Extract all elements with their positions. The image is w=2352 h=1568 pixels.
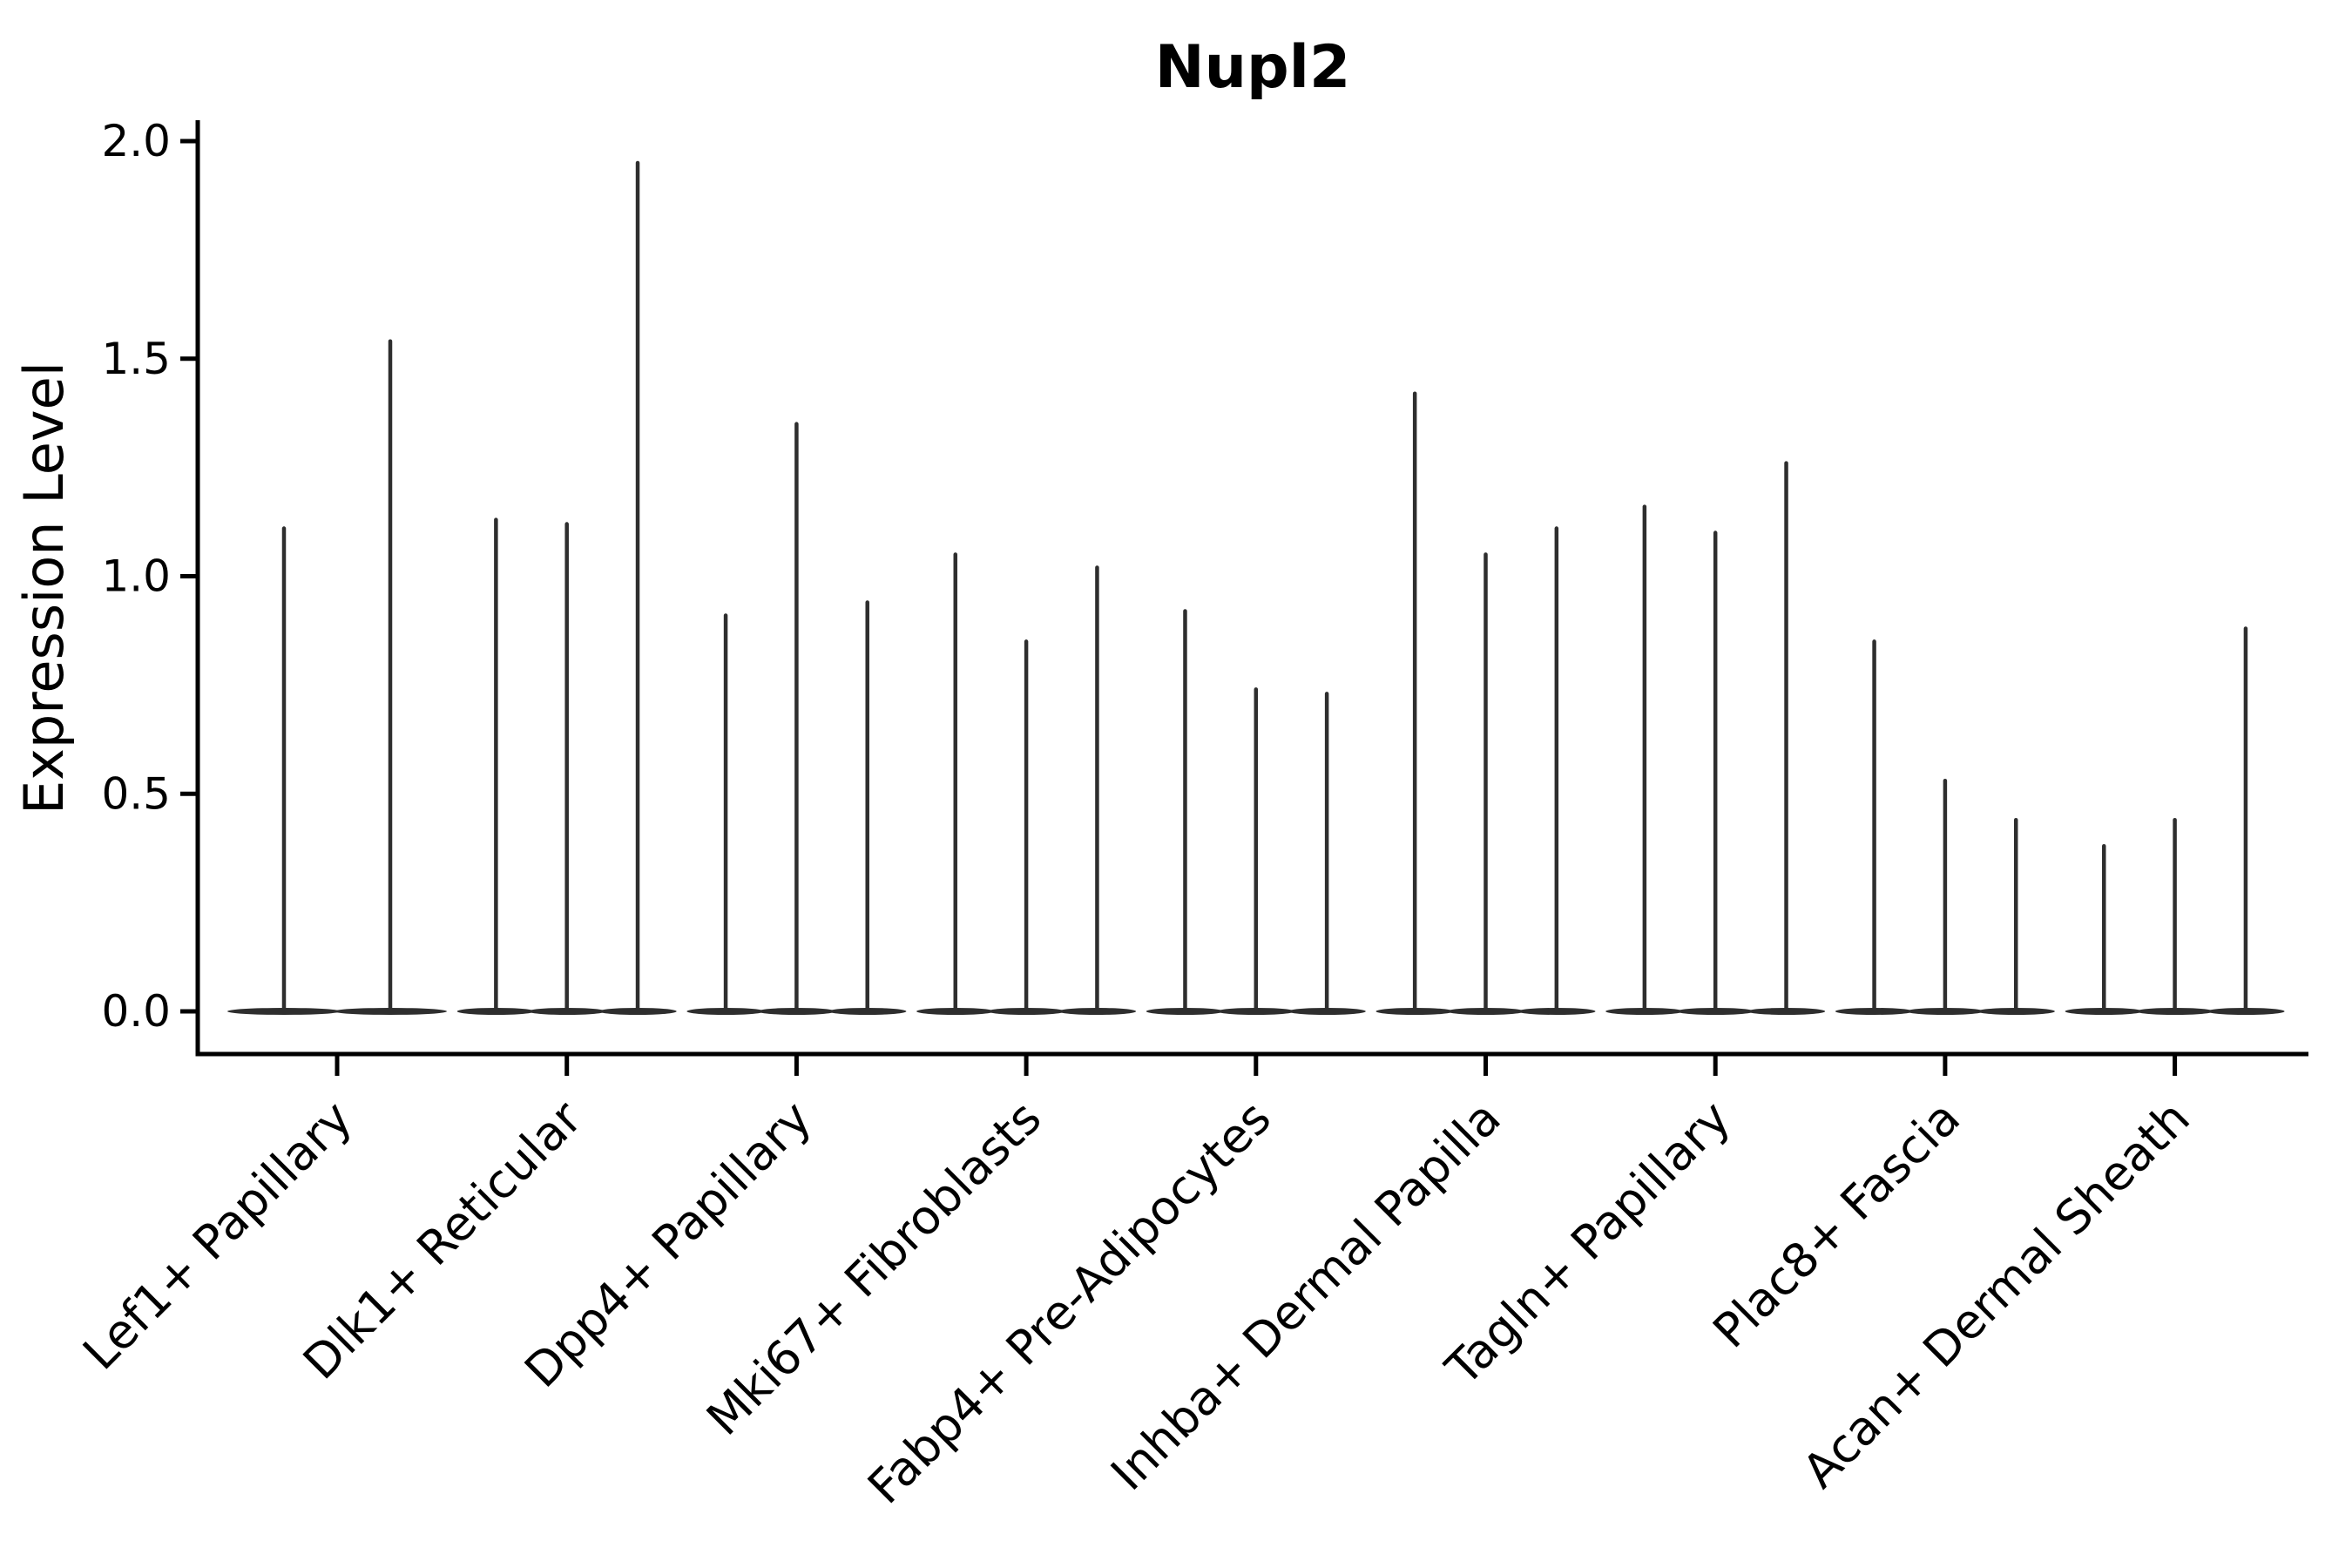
y-tick-label: 0.0 — [101, 986, 171, 1037]
x-tick-label: Inhba+ Dermal Papilla — [1100, 1091, 1511, 1501]
x-tick-label: Fabp4+ Pre-Adipocytes — [857, 1091, 1281, 1515]
y-tick-label: 1.5 — [101, 334, 171, 384]
y-tick-label: 2.0 — [101, 116, 171, 166]
y-tick-label: 0.5 — [101, 768, 171, 819]
y-axis-label: Expression Level — [12, 362, 76, 814]
x-tick-label: Plac8+ Fascia — [1702, 1091, 1970, 1359]
y-tick-label: 1.0 — [101, 551, 171, 602]
x-tick-label: Acan+ Dermal Sheath — [1792, 1091, 2200, 1498]
plot-title: Nupl2 — [1155, 33, 1351, 102]
